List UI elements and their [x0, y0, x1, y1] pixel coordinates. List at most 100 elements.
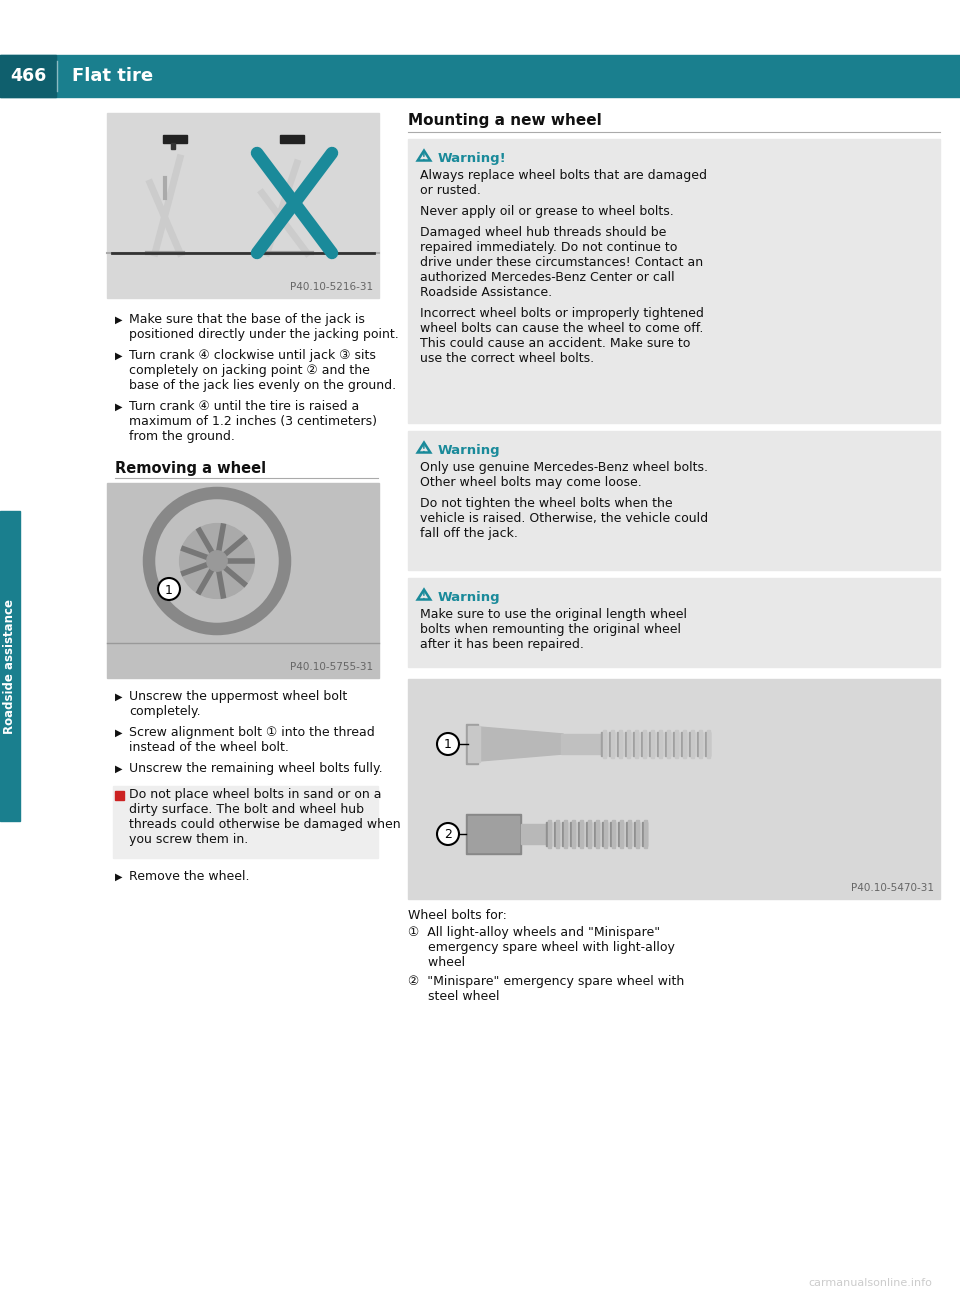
Bar: [0, 55, 960, 98]
Bar: [578, 822, 583, 846]
Bar: [521, 824, 546, 844]
Bar: [691, 730, 694, 758]
Text: Make sure to use the original length wheel: Make sure to use the original length whe…: [420, 608, 687, 621]
Bar: [649, 732, 654, 756]
Text: ▶: ▶: [115, 872, 123, 881]
Circle shape: [158, 578, 180, 600]
Bar: [107, 113, 379, 298]
Bar: [651, 730, 654, 758]
Text: Screw alignment bolt ① into the thread: Screw alignment bolt ① into the thread: [129, 727, 374, 740]
Text: ▶: ▶: [115, 691, 123, 702]
Bar: [625, 732, 630, 756]
Circle shape: [206, 551, 228, 572]
Bar: [707, 730, 710, 758]
Text: completely on jacking point ② and the: completely on jacking point ② and the: [129, 365, 370, 378]
Bar: [611, 730, 614, 758]
Bar: [644, 820, 647, 848]
Text: This could cause an accident. Make sure to: This could cause an accident. Make sure …: [420, 337, 690, 350]
Text: !: !: [422, 592, 426, 600]
Bar: [627, 730, 630, 758]
Text: Turn crank ④ until the tire is raised a: Turn crank ④ until the tire is raised a: [129, 400, 359, 413]
Text: Damaged wheel hub threads should be: Damaged wheel hub threads should be: [420, 227, 666, 240]
Text: Roadside assistance: Roadside assistance: [4, 599, 16, 733]
Bar: [408, 578, 940, 667]
Bar: [697, 732, 702, 756]
Text: you screw them in.: you screw them in.: [129, 833, 249, 846]
Bar: [408, 139, 940, 423]
Polygon shape: [468, 727, 563, 762]
Text: P40.10-5216-31: P40.10-5216-31: [290, 283, 373, 292]
Bar: [588, 820, 591, 848]
Text: vehicle is raised. Otherwise, the vehicle could: vehicle is raised. Otherwise, the vehicl…: [420, 512, 708, 525]
Text: !: !: [422, 152, 426, 161]
Bar: [681, 732, 686, 756]
Text: wheel: wheel: [408, 956, 466, 969]
Bar: [635, 730, 638, 758]
Text: P40.10-5470-31: P40.10-5470-31: [851, 883, 934, 893]
Bar: [626, 822, 631, 846]
Bar: [665, 732, 670, 756]
Bar: [113, 786, 378, 858]
Bar: [280, 135, 304, 143]
Bar: [0, 55, 56, 98]
Bar: [466, 814, 521, 854]
Text: use the correct wheel bolts.: use the correct wheel bolts.: [420, 352, 594, 365]
Bar: [618, 822, 623, 846]
Bar: [619, 730, 622, 758]
Text: P40.10-5755-31: P40.10-5755-31: [290, 661, 373, 672]
Bar: [546, 822, 551, 846]
Text: or rusted.: or rusted.: [420, 184, 481, 197]
Bar: [657, 732, 662, 756]
Bar: [636, 820, 639, 848]
Text: 1: 1: [165, 583, 173, 596]
Bar: [580, 820, 583, 848]
Bar: [612, 820, 615, 848]
Text: completely.: completely.: [129, 704, 201, 717]
Text: ▶: ▶: [115, 315, 123, 326]
Text: from the ground.: from the ground.: [129, 430, 235, 443]
Bar: [408, 680, 940, 898]
Text: dirty surface. The bolt and wheel hub: dirty surface. The bolt and wheel hub: [129, 803, 364, 816]
Bar: [562, 822, 567, 846]
Text: repaired immediately. Do not continue to: repaired immediately. Do not continue to: [420, 241, 678, 254]
Text: drive under these circumstances! Contact an: drive under these circumstances! Contact…: [420, 256, 703, 270]
Text: Only use genuine Mercedes-Benz wheel bolts.: Only use genuine Mercedes-Benz wheel bol…: [420, 461, 708, 474]
Text: base of the jack lies evenly on the ground.: base of the jack lies evenly on the grou…: [129, 379, 396, 392]
Bar: [659, 730, 662, 758]
Text: carmanualsonline.info: carmanualsonline.info: [808, 1279, 932, 1288]
Text: Do not place wheel bolts in sand or on a: Do not place wheel bolts in sand or on a: [129, 788, 381, 801]
Text: authorized Mercedes-Benz Center or call: authorized Mercedes-Benz Center or call: [420, 271, 675, 284]
Bar: [171, 143, 175, 148]
Text: fall off the jack.: fall off the jack.: [420, 527, 517, 540]
Bar: [604, 820, 607, 848]
Text: !: !: [422, 445, 426, 454]
Bar: [628, 820, 631, 848]
Bar: [163, 135, 187, 143]
Text: Never apply oil or grease to wheel bolts.: Never apply oil or grease to wheel bolts…: [420, 204, 674, 217]
Text: Wheel bolts for:: Wheel bolts for:: [408, 909, 507, 922]
Text: 466: 466: [10, 66, 46, 85]
Text: Warning: Warning: [438, 444, 500, 457]
Bar: [107, 483, 379, 678]
Text: Other wheel bolts may come loose.: Other wheel bolts may come loose.: [420, 477, 641, 490]
Text: threads could otherwise be damaged when: threads could otherwise be damaged when: [129, 818, 400, 831]
Bar: [602, 822, 607, 846]
Text: maximum of 1.2 inches (3 centimeters): maximum of 1.2 inches (3 centimeters): [129, 415, 377, 428]
Text: Warning: Warning: [438, 591, 500, 604]
Bar: [548, 820, 551, 848]
Text: ▶: ▶: [115, 402, 123, 411]
Bar: [466, 724, 478, 764]
Text: 2: 2: [444, 828, 452, 841]
Bar: [673, 732, 678, 756]
Text: emergency spare wheel with light-alloy: emergency spare wheel with light-alloy: [408, 941, 675, 954]
Text: Unscrew the uppermost wheel bolt: Unscrew the uppermost wheel bolt: [129, 690, 348, 703]
Text: ②  "Minispare" emergency spare wheel with: ② "Minispare" emergency spare wheel with: [408, 975, 684, 988]
Bar: [586, 822, 591, 846]
Bar: [610, 822, 615, 846]
Text: Do not tighten the wheel bolts when the: Do not tighten the wheel bolts when the: [420, 497, 673, 510]
Text: Mounting a new wheel: Mounting a new wheel: [408, 113, 602, 128]
Bar: [561, 734, 601, 754]
Bar: [601, 732, 606, 756]
Text: Removing a wheel: Removing a wheel: [115, 461, 266, 477]
Text: instead of the wheel bolt.: instead of the wheel bolt.: [129, 741, 289, 754]
